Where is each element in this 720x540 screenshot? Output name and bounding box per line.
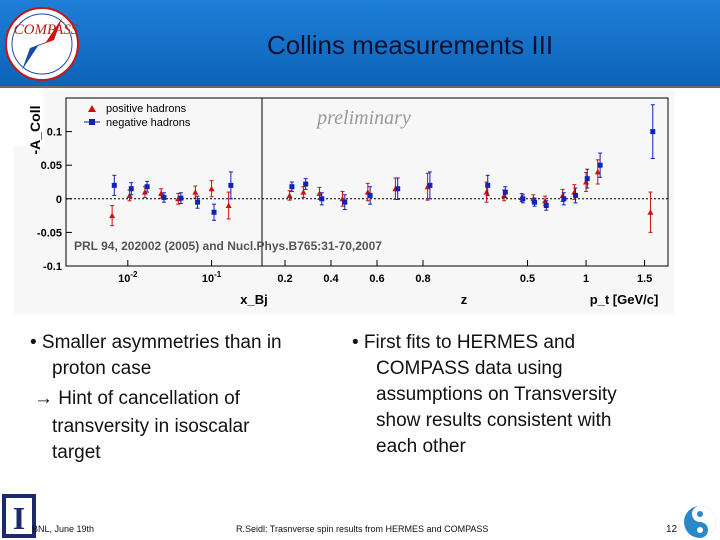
negative-hadron-point: [195, 199, 201, 205]
positive-hadron-point: [141, 189, 148, 195]
y-tick-label: 0: [56, 194, 62, 206]
negative-hadron-point: [128, 186, 134, 192]
negative-hadron-point: [144, 184, 150, 190]
right-bullet-line: assumptions on Transversity: [376, 384, 617, 405]
positive-hadron-point: [316, 190, 323, 196]
x-tick-label: 0.5: [520, 273, 535, 285]
slide-header: COMPASS Collins measurements III: [0, 0, 720, 86]
illinois-logo: I: [2, 494, 36, 538]
negative-hadron-point: [573, 192, 579, 198]
right-bullet-line: • First fits to HERMES and: [352, 332, 576, 353]
page-title: Collins measurements III: [266, 30, 554, 60]
positive-hadron-point: [594, 168, 601, 175]
x-axis-label-z: z: [461, 292, 468, 307]
x-tick-label: 0.4: [323, 273, 339, 285]
negative-hadron-point: [597, 162, 603, 168]
negative-hadron-point: [303, 181, 309, 187]
negative-hadron-point: [584, 176, 590, 182]
negative-hadron-point: [111, 182, 117, 188]
x-tick-label: 0.2: [277, 273, 292, 285]
header-divider: [0, 86, 720, 88]
page-number: 12: [666, 524, 678, 535]
positive-hadron-point: [158, 190, 165, 196]
left-bullet-line: • Smaller asymmetries than in: [30, 332, 282, 353]
spin-logo: [684, 506, 716, 538]
chart-watermark: preliminary: [315, 107, 411, 129]
left-bullet-line: → Hint of cancellation of: [34, 388, 240, 409]
negative-hadron-point: [367, 192, 373, 198]
y-axis-label: -A_Coll: [27, 106, 43, 155]
positive-hadron-point: [225, 202, 232, 209]
positive-hadron-point: [286, 192, 293, 198]
negative-hadron-point: [319, 196, 325, 202]
y-tick-label: 0.1: [47, 127, 62, 139]
legend-marker-negative: [89, 119, 95, 125]
negative-hadron-point: [161, 194, 167, 200]
right-bullet-line: show results consistent with: [376, 410, 612, 431]
compass-logo: COMPASS: [5, 7, 79, 81]
compass-logo-text: COMPASS: [14, 22, 79, 38]
plot-frame: [65, 97, 669, 267]
illinois-logo-letter: I: [13, 500, 25, 536]
left-bullet-line: proton case: [52, 358, 152, 379]
negative-hadron-point: [228, 182, 234, 188]
y-tick-label: -0.05: [37, 227, 62, 239]
legend-label-positive: positive hadrons: [106, 103, 187, 115]
footer-date: BNL, June 19th: [32, 524, 95, 534]
y-tick-label: 0.05: [41, 160, 62, 172]
left-bullet-line: target: [52, 442, 101, 463]
negative-hadron-point: [485, 182, 491, 188]
footer-citation: R.Seidl: Trasnverse spin results from HE…: [236, 524, 489, 534]
legend-label-negative: negative hadrons: [106, 117, 191, 129]
negative-hadron-point: [543, 203, 549, 209]
negative-hadron-point: [520, 196, 526, 202]
x-tick-label: 1.5: [637, 273, 652, 285]
negative-hadron-point: [650, 129, 656, 135]
x-tick-label: 0.6: [369, 273, 384, 285]
negative-hadron-point: [427, 182, 433, 188]
positive-hadron-point: [647, 209, 654, 215]
negative-hadron-point: [395, 186, 401, 192]
y-tick-label: -0.1: [43, 261, 62, 273]
left-bullet-line: transversity in isoscalar: [52, 416, 250, 437]
reference-annotation: PRL 94, 202002 (2005) and Nucl.Phys.B765…: [74, 239, 382, 253]
collins-asymmetry-chart: -A_Coll preliminary positive hadrons neg…: [14, 90, 674, 314]
negative-hadron-point: [561, 196, 567, 202]
negative-hadron-point: [342, 199, 348, 205]
negative-hadron-point: [178, 195, 184, 201]
positive-hadron-point: [300, 189, 307, 195]
negative-hadron-point: [211, 209, 217, 215]
chart-legend: positive hadrons negative hadrons: [84, 103, 191, 129]
positive-hadron-point: [109, 212, 116, 219]
negative-hadron-point: [502, 189, 508, 195]
right-bullet-line: each other: [376, 436, 466, 457]
negative-hadron-point: [532, 199, 538, 205]
x-tick-label: 1: [583, 273, 589, 285]
x-axis-label-pt: p_t [GeV/c]: [590, 292, 659, 307]
positive-hadron-point: [192, 189, 199, 195]
negative-hadron-point: [289, 184, 295, 190]
right-bullet-line: COMPASS data using: [376, 358, 563, 379]
positive-hadron-point: [208, 185, 215, 192]
x-axis-label-xbj: x_Bj: [240, 292, 267, 307]
legend-marker-positive: [88, 105, 96, 112]
x-tick-label: 0.8: [415, 273, 430, 285]
